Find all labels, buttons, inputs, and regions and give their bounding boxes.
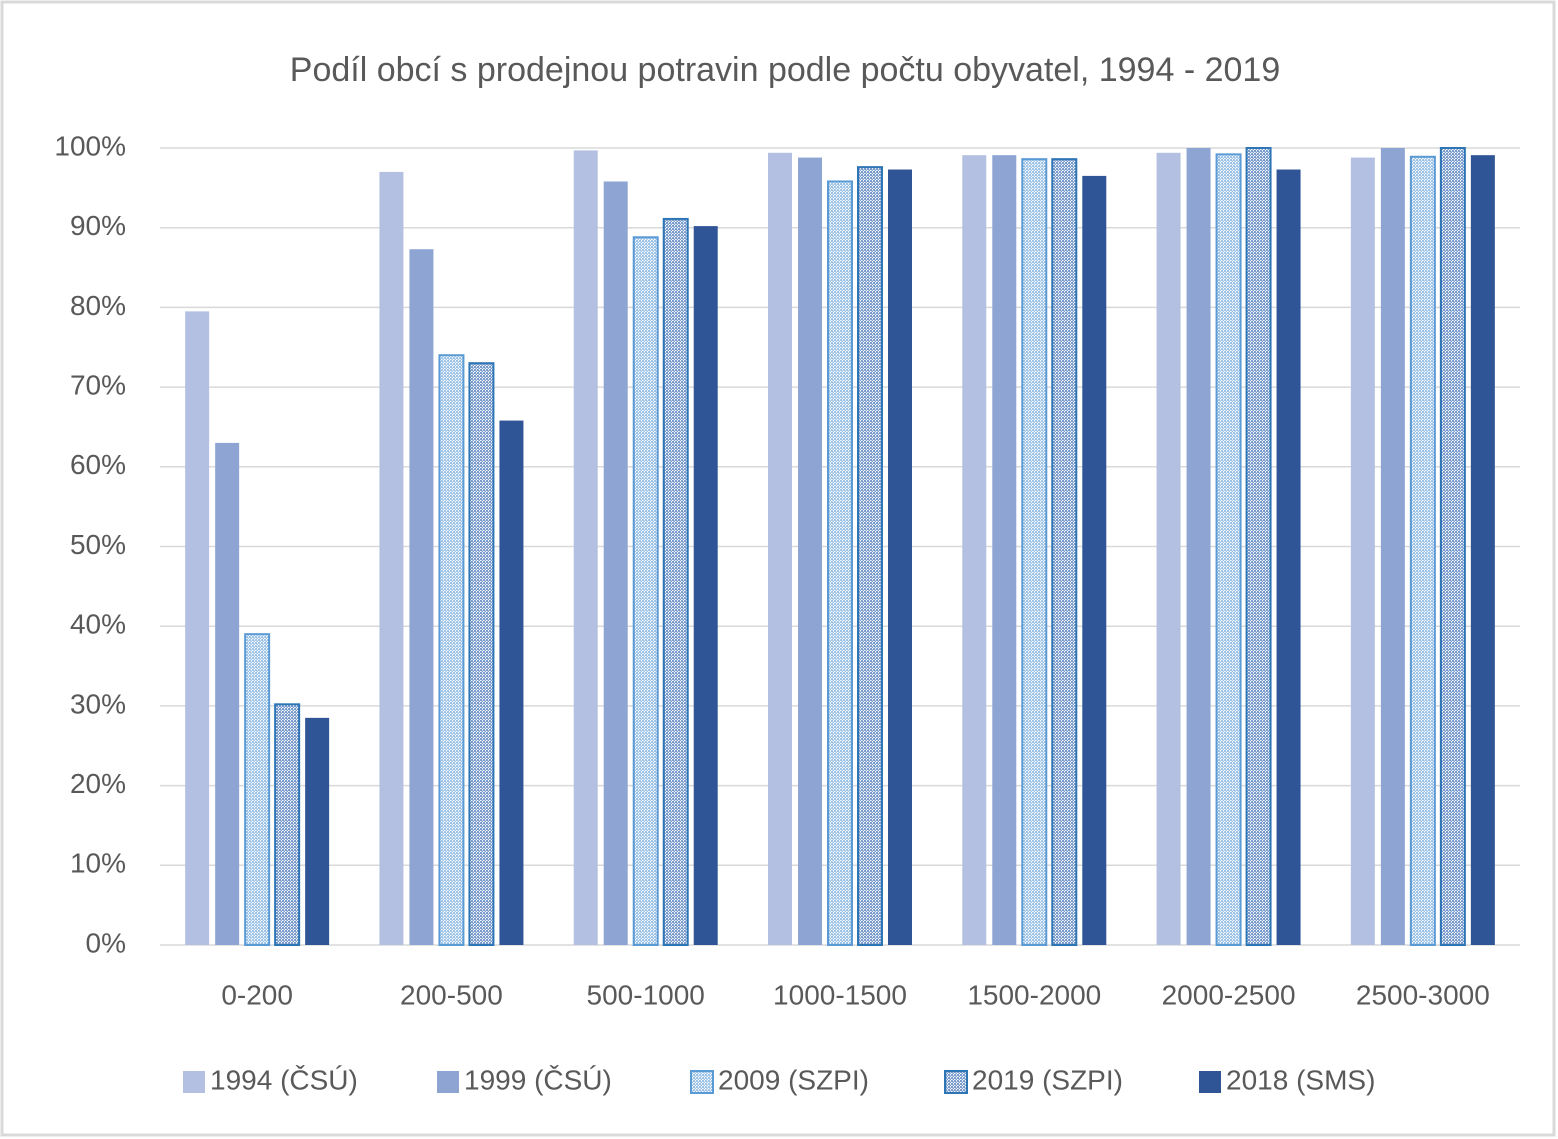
y-tick-label: 70% <box>70 369 126 400</box>
x-tick-label: 2000-2500 <box>1162 979 1296 1010</box>
x-tick-label: 2500-3000 <box>1356 979 1490 1010</box>
legend-label: 1994 (ČSÚ) <box>210 1064 358 1095</box>
bar <box>603 181 628 945</box>
bar <box>768 152 792 946</box>
x-tick-label: 1500-2000 <box>967 979 1101 1010</box>
bar <box>632 236 659 947</box>
bar <box>215 442 240 945</box>
bar <box>693 226 718 945</box>
legend-swatch <box>1199 1071 1221 1093</box>
y-tick-label: 50% <box>70 529 126 560</box>
bar <box>573 150 598 946</box>
bar <box>274 703 301 947</box>
bar <box>468 362 495 946</box>
bar <box>1245 147 1272 946</box>
bar <box>1021 158 1048 946</box>
chart-title: Podíl obcí s prodejnou potravin podle po… <box>290 51 1280 89</box>
legend-swatch <box>690 1070 714 1094</box>
bar <box>827 180 853 946</box>
x-tick-label: 500-1000 <box>587 979 705 1010</box>
legend-swatch <box>437 1071 459 1093</box>
bar <box>857 166 883 947</box>
bar <box>1276 169 1301 946</box>
y-tick-label: 0% <box>86 927 126 958</box>
y-tick-label: 40% <box>70 609 126 640</box>
legend-swatch <box>944 1070 968 1094</box>
x-tick-label: 1000-1500 <box>773 979 907 1010</box>
bar <box>992 155 1017 946</box>
bar <box>662 217 689 947</box>
y-tick-label: 100% <box>54 130 126 161</box>
y-tick-label: 20% <box>70 768 126 799</box>
x-tick-label: 200-500 <box>400 979 503 1010</box>
x-tick-label: 0-200 <box>221 979 293 1010</box>
bar <box>305 717 330 945</box>
bar <box>1350 157 1375 946</box>
bar <box>1409 155 1436 946</box>
bar <box>438 354 465 947</box>
legend-swatch <box>183 1071 205 1093</box>
bar <box>798 157 822 946</box>
bar <box>962 155 987 946</box>
bar <box>1186 148 1211 945</box>
bar <box>1051 158 1078 946</box>
bar <box>1470 155 1495 946</box>
y-tick-label: 80% <box>70 290 126 321</box>
legend-label: 2018 (SMS) <box>1226 1064 1375 1095</box>
bar <box>409 249 434 945</box>
bar <box>1380 148 1405 945</box>
legend-label: 2019 (SZPI) <box>972 1064 1123 1095</box>
y-tick-label: 30% <box>70 688 126 719</box>
bar <box>1156 152 1181 946</box>
bar <box>1439 147 1466 946</box>
y-tick-label: 60% <box>70 449 126 480</box>
bar <box>185 311 210 945</box>
bar <box>244 633 271 946</box>
bar <box>1082 175 1107 945</box>
legend-label: 2009 (SZPI) <box>718 1064 869 1095</box>
y-tick-label: 10% <box>70 848 126 879</box>
bar <box>1215 153 1242 947</box>
bar <box>499 420 524 946</box>
bar <box>379 171 404 945</box>
y-tick-label: 90% <box>70 210 126 241</box>
bar <box>888 169 912 946</box>
legend-label: 1999 (ČSÚ) <box>464 1064 612 1095</box>
